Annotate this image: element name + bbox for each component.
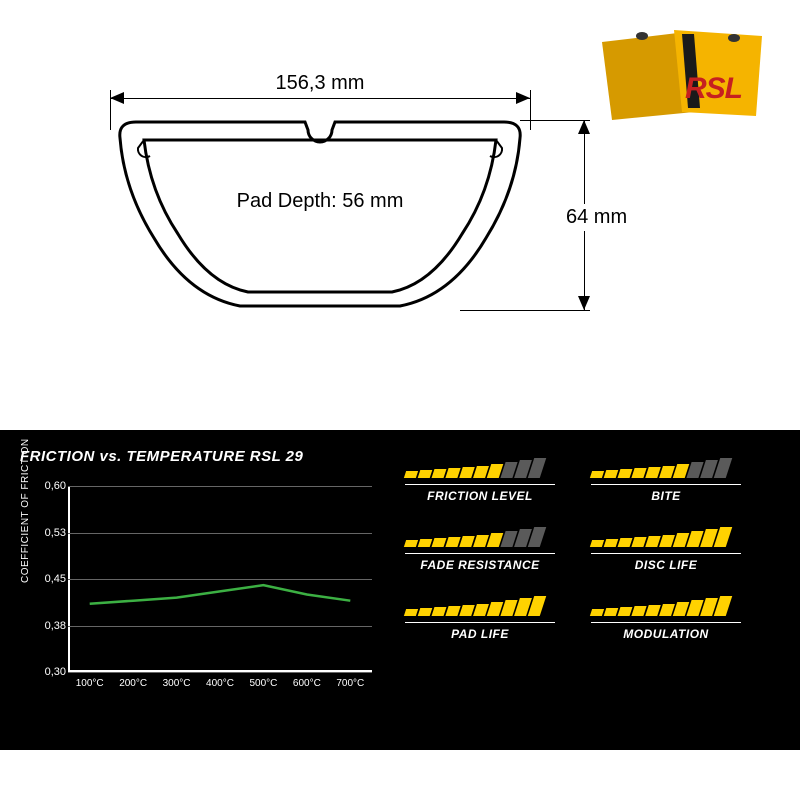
rating-bar — [590, 540, 604, 547]
chart-xtick: 700°C — [336, 678, 364, 689]
chart-ytick: 0,60 — [36, 480, 66, 492]
height-dimension: 64 mm — [560, 120, 610, 310]
chart-ytick: 0,38 — [36, 620, 66, 632]
performance-panel: FRICTION vs. TEMPERATURE RSL 29 COEFFICI… — [0, 430, 800, 750]
rating-bar — [404, 540, 418, 547]
chart-xtick: 200°C — [119, 678, 147, 689]
chart-gridline — [68, 486, 372, 487]
product-logo-text: RSL — [685, 72, 742, 106]
rating-bar — [618, 469, 633, 478]
rating-label: FADE RESISTANCE — [405, 558, 555, 572]
chart-gridline — [68, 533, 372, 534]
height-label: 64 mm — [562, 204, 631, 231]
chart-gridline — [68, 626, 372, 627]
rating-bar — [604, 539, 619, 547]
chart-xtick: 600°C — [293, 678, 321, 689]
rating-label: MODULATION — [591, 627, 741, 641]
rating-bar — [432, 607, 447, 616]
rating-bite: BITE — [591, 460, 777, 503]
rating-bar — [432, 538, 447, 547]
rating-label: DISC LIFE — [591, 558, 741, 572]
rating-bar — [404, 609, 418, 616]
rating-bar — [631, 468, 646, 478]
brake-pad-outline — [110, 120, 530, 310]
rating-bar — [631, 606, 646, 616]
rating-bar — [590, 609, 604, 616]
rating-bar — [418, 608, 433, 616]
chart-xtick: 400°C — [206, 678, 234, 689]
rating-bar — [445, 606, 460, 616]
chart-xtick: 100°C — [76, 678, 104, 689]
rating-bar — [418, 470, 433, 478]
rating-bar — [432, 469, 447, 478]
chart-gridline — [68, 672, 372, 673]
rating-bar — [604, 608, 619, 616]
technical-drawing: 156,3 mm 64 mm Pad Depth: 56 mm — [40, 60, 600, 400]
rating-bar — [445, 468, 460, 478]
ext-line — [530, 90, 531, 130]
rating-friction-level: FRICTION LEVEL — [405, 460, 591, 503]
product-photo: RSL — [582, 12, 782, 137]
rating-bar — [418, 539, 433, 547]
rating-disc-life: DISC LIFE — [591, 529, 777, 572]
rating-bar — [604, 470, 619, 478]
ext-line — [460, 310, 590, 311]
chart-ytick: 0,30 — [36, 666, 66, 678]
chart-ylabel: COEFFICIENT OF FRICTION — [20, 438, 31, 583]
rating-bar — [445, 537, 460, 547]
chart-xtick: 500°C — [249, 678, 277, 689]
chart-ytick: 0,45 — [36, 573, 66, 585]
chart-xtick: 300°C — [163, 678, 191, 689]
chart-ytick: 0,53 — [36, 527, 66, 539]
friction-chart: COEFFICIENT OF FRICTION 0,300,380,450,53… — [20, 478, 380, 708]
rating-bar — [590, 471, 604, 478]
width-dimension: 156,3 mm — [110, 70, 530, 110]
ratings-grid: FRICTION LEVEL BITE FADE RESISTANCE DISC LI… — [405, 460, 785, 667]
rating-label: BITE — [591, 489, 741, 503]
rating-bar — [618, 607, 633, 616]
rating-pad-life: PAD LIFE — [405, 598, 591, 641]
rating-label: FRICTION LEVEL — [405, 489, 555, 503]
rating-bar — [618, 538, 633, 547]
pad-depth-label: Pad Depth: 56 mm — [170, 190, 470, 213]
rating-bar — [631, 537, 646, 547]
chart-gridline — [68, 579, 372, 580]
rating-modulation: MODULATION — [591, 598, 777, 641]
rating-fade-resistance: FADE RESISTANCE — [405, 529, 591, 572]
rating-bar — [404, 471, 418, 478]
rating-label: PAD LIFE — [405, 627, 555, 641]
width-label: 156,3 mm — [110, 72, 530, 95]
chart-title: FRICTION vs. TEMPERATURE RSL 29 — [20, 448, 303, 465]
